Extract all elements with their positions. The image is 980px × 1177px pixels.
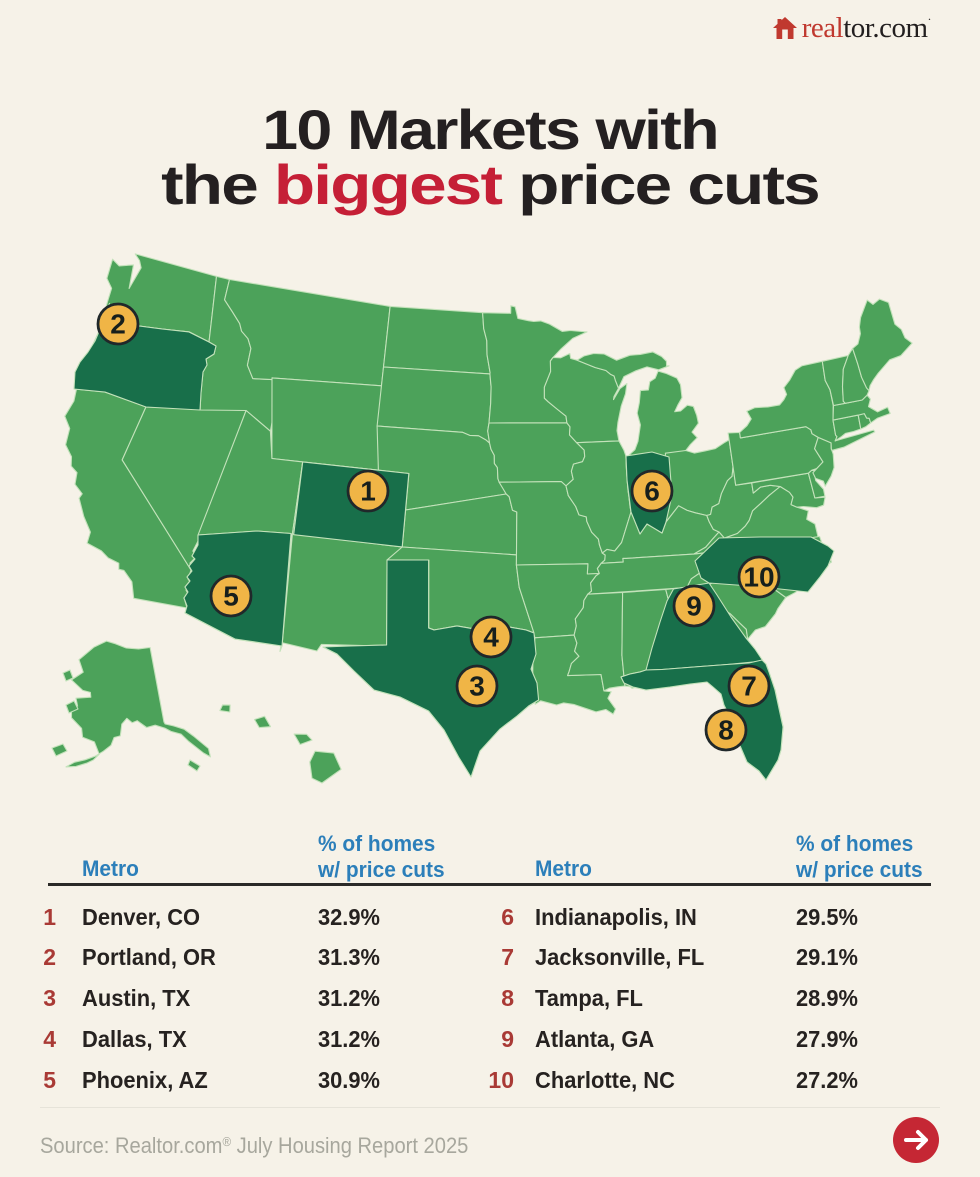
svg-text:6: 6 xyxy=(644,476,660,507)
svg-text:4: 4 xyxy=(483,622,499,653)
svg-text:8: 8 xyxy=(718,715,734,746)
svg-text:9: 9 xyxy=(686,591,702,622)
svg-text:7: 7 xyxy=(741,671,757,702)
svg-text:2: 2 xyxy=(110,309,126,340)
svg-text:1: 1 xyxy=(360,476,376,507)
svg-text:5: 5 xyxy=(223,581,239,612)
svg-text:3: 3 xyxy=(469,671,485,702)
svg-text:10: 10 xyxy=(743,562,774,593)
